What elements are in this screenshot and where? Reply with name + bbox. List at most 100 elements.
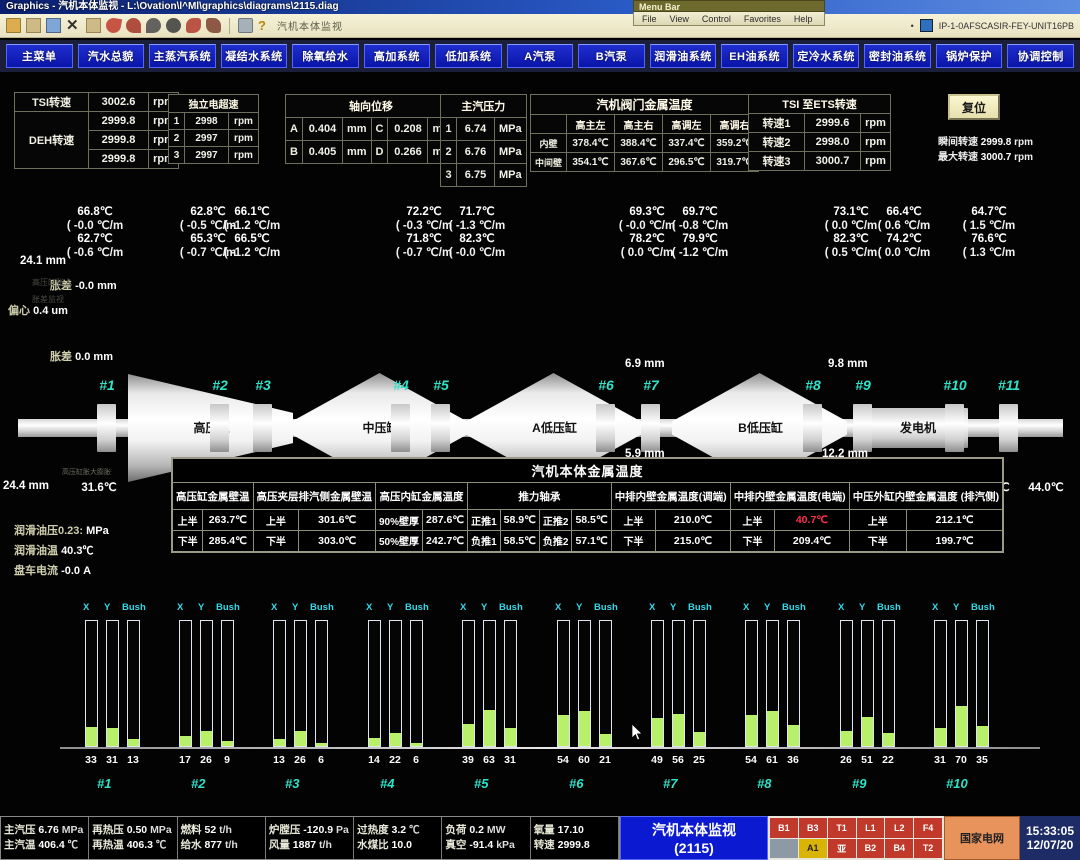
- bar-#2-Bush[interactable]: [221, 620, 234, 747]
- bar-#1-Y[interactable]: [106, 620, 119, 747]
- leaf-red-icon[interactable]: [104, 16, 123, 35]
- bar-group-label-#7: #7: [663, 776, 678, 791]
- alarm-cell-11[interactable]: T2: [914, 838, 942, 858]
- ip-cylinder: [292, 373, 467, 483]
- bar-#5-X[interactable]: [462, 620, 475, 747]
- leaf-gray-icon[interactable]: [146, 18, 161, 33]
- bar-#4-Y[interactable]: [389, 620, 402, 747]
- hp-diff-top-value: -0.0 mm: [75, 280, 117, 292]
- bar-#3-Y[interactable]: [294, 620, 307, 747]
- alarm-cell-2[interactable]: T1: [827, 818, 856, 838]
- nav-button-4[interactable]: 除氧给水: [292, 44, 359, 68]
- bar-#10-X[interactable]: [934, 620, 947, 747]
- bar-#2-Y[interactable]: [200, 620, 213, 747]
- nav-button-11[interactable]: 定冷水系统: [792, 44, 860, 68]
- window-icon[interactable]: [86, 18, 101, 33]
- bar-#10-Y[interactable]: [955, 620, 968, 747]
- bar-value-#8-Bush: 36: [787, 754, 799, 766]
- bearing-block-4: [391, 404, 410, 452]
- nav-button-3[interactable]: 凝结水系统: [220, 44, 288, 68]
- nav-button-14[interactable]: 协调控制: [1007, 44, 1074, 68]
- alarm-cell-1[interactable]: B3: [798, 818, 827, 838]
- metal-key-1-0: 下半: [171, 530, 204, 552]
- bar-fill-#2-X: [180, 736, 191, 746]
- bar-#2-X[interactable]: [179, 620, 192, 747]
- menu-item-view[interactable]: View: [669, 13, 689, 24]
- nav-button-2[interactable]: 主蒸汽系统: [149, 44, 216, 68]
- menu-item-help[interactable]: Help: [793, 13, 813, 24]
- nav-button-0[interactable]: 主菜单: [6, 44, 73, 68]
- bar-#6-X[interactable]: [557, 620, 570, 747]
- arrow-brown-icon[interactable]: [206, 18, 221, 33]
- bar-#9-Y[interactable]: [861, 620, 874, 747]
- alarm-cell-5[interactable]: F4: [914, 818, 942, 838]
- alarm-indicator-grid: B1 B3 T1 L1 L2 F4 A1 亚 B2 B4 T2: [768, 816, 944, 860]
- alarm-cell-9[interactable]: B2: [856, 838, 885, 858]
- arrow-red-icon[interactable]: [186, 18, 201, 33]
- bar-#10-Bush[interactable]: [976, 620, 989, 747]
- temp-bot-7: 82.3℃: [833, 233, 869, 245]
- reset-button[interactable]: 复位: [948, 94, 1000, 120]
- properties-icon[interactable]: [46, 18, 61, 33]
- menu-item-favorites[interactable]: Favorites: [743, 13, 781, 24]
- nav-button-12[interactable]: 密封油系统: [864, 44, 931, 68]
- bar-#1-X[interactable]: [85, 620, 98, 747]
- bar-fill-#3-Y: [295, 731, 306, 746]
- bar-#9-Bush[interactable]: [882, 620, 895, 747]
- metal-col-2: 高压内缸金属温度: [374, 482, 469, 510]
- bar-#3-Bush[interactable]: [315, 620, 328, 747]
- lower-temp-11: 44.0℃: [1028, 482, 1064, 494]
- calendar-icon[interactable]: [26, 18, 41, 33]
- nav-button-5[interactable]: 高加系统: [363, 44, 431, 68]
- alarm-cell-7[interactable]: A1: [798, 838, 827, 858]
- bar-#5-Bush[interactable]: [504, 620, 517, 747]
- bar-#5-Y[interactable]: [483, 620, 496, 747]
- menu-item-file[interactable]: File: [642, 13, 657, 24]
- print-icon[interactable]: [238, 18, 253, 33]
- toolbar-chip-icon[interactable]: [919, 19, 933, 32]
- bar-#9-X[interactable]: [840, 620, 853, 747]
- nav-button-10[interactable]: EH油系统: [721, 44, 788, 68]
- leaf-dark-icon[interactable]: [126, 18, 141, 33]
- oil-readout-1: 润滑油温 40.3℃: [14, 542, 93, 558]
- bar-#6-Bush[interactable]: [599, 620, 612, 747]
- alarm-cell-10[interactable]: B4: [885, 838, 914, 858]
- metal-table-row: 上半 263.7℃ 上半 301.6℃ 90%壁厚 287.6℃ 正推1 58.9℃ 正推2 58…: [171, 509, 1004, 531]
- alarm-cell-6[interactable]: [770, 838, 798, 858]
- bar-#7-Bush[interactable]: [693, 620, 706, 747]
- help-icon[interactable]: ?: [258, 18, 266, 33]
- nav-button-9[interactable]: 润滑油系统: [649, 44, 717, 68]
- metal-val-1-4: 57.1℃: [571, 530, 612, 552]
- alarm-cell-3[interactable]: L1: [856, 818, 885, 838]
- bar-#7-X[interactable]: [651, 620, 664, 747]
- axial-label-c: C: [370, 117, 389, 141]
- screen-title-badge[interactable]: 汽机本体监视 (2115): [620, 816, 768, 860]
- bar-#4-Bush[interactable]: [410, 620, 423, 747]
- nav-button-7[interactable]: A汽泵: [506, 44, 574, 68]
- bar-#6-Y[interactable]: [578, 620, 591, 747]
- bar-#3-X[interactable]: [273, 620, 286, 747]
- bar-series-label-#5-Y: Y: [481, 602, 488, 613]
- nav-button-8[interactable]: B汽泵: [578, 44, 645, 68]
- menu-item-control[interactable]: Control: [701, 13, 731, 24]
- open-folder-icon[interactable]: [6, 18, 21, 33]
- alarm-cell-4[interactable]: L2: [885, 818, 914, 838]
- bar-value-#5-Bush: 31: [504, 754, 516, 766]
- nav-button-13[interactable]: 锅炉保护: [935, 44, 1003, 68]
- nav-button-1[interactable]: 汽水总貌: [77, 44, 145, 68]
- alarm-cell-8[interactable]: 亚: [827, 838, 856, 858]
- hp-expansion-caption: 高压缸胀大膨胀: [62, 469, 111, 476]
- lpa-expansion-top: 6.9 mm: [625, 358, 665, 370]
- bar-#4-X[interactable]: [368, 620, 381, 747]
- alarm-cell-0[interactable]: B1: [770, 818, 798, 838]
- bar-#7-Y[interactable]: [672, 620, 685, 747]
- bar-#8-Y[interactable]: [766, 620, 779, 747]
- bar-#8-X[interactable]: [745, 620, 758, 747]
- bar-#1-Bush[interactable]: [127, 620, 140, 747]
- bar-#8-Bush[interactable]: [787, 620, 800, 747]
- nav-button-6[interactable]: 低加系统: [435, 44, 502, 68]
- axial-label-b: B: [285, 140, 303, 164]
- shaft-temp-group-#1: 66.8℃ ( -0.0 ℃/m 62.7℃ ( -0.6 ℃/m: [59, 206, 131, 260]
- close-icon[interactable]: ✕: [66, 17, 79, 34]
- leaf-black-icon[interactable]: [166, 18, 181, 33]
